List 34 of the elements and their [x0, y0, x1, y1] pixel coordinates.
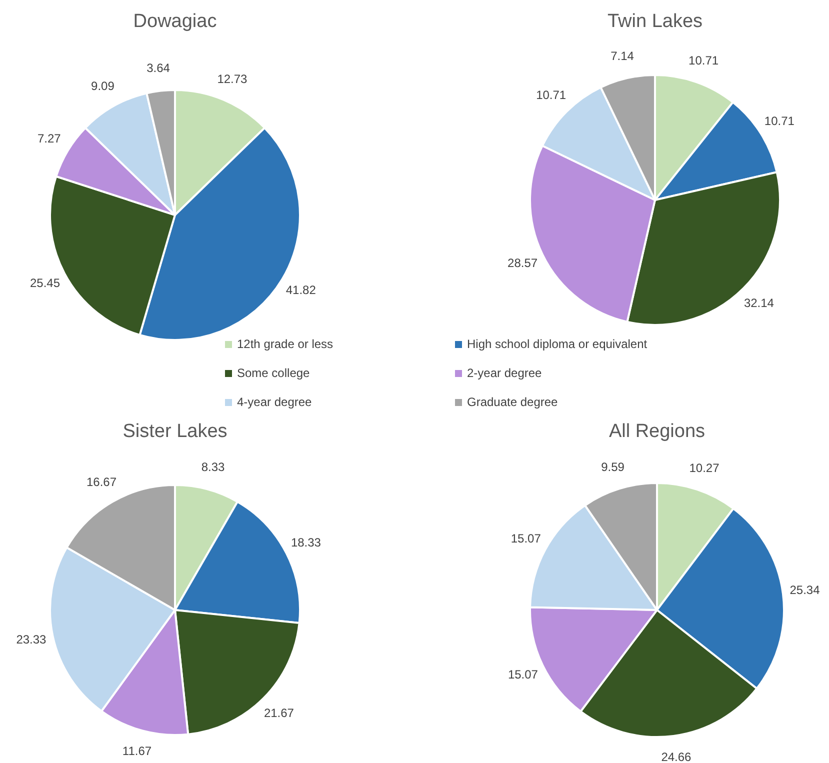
data-label: 24.66: [661, 750, 692, 763]
legend-label: 12th grade or less: [237, 337, 334, 352]
data-label: 25.45: [30, 276, 60, 290]
chart-title: All Regions: [608, 421, 706, 442]
data-label: 23.33: [16, 632, 47, 647]
legend-label: Graduate degree: [467, 395, 558, 410]
data-label: 12.73: [217, 72, 248, 86]
data-label: 18.33: [290, 535, 322, 550]
chart-title: Dowagiac: [133, 11, 217, 32]
data-label: 7.14: [610, 48, 634, 63]
data-label: 28.57: [508, 256, 538, 270]
data-label: 21.67: [264, 706, 294, 720]
data-label: 25.34: [790, 582, 820, 597]
data-label: 9.09: [91, 79, 115, 94]
chart-title: Sister Lakes: [122, 421, 228, 442]
data-label: 10.27: [689, 460, 720, 475]
data-label: 15.07: [508, 667, 538, 682]
legend-label: Some college: [237, 366, 310, 380]
data-label: 7.27: [37, 131, 62, 146]
legend-label: 4-year degree: [237, 395, 312, 410]
data-label: 9.59: [601, 460, 625, 474]
data-label: 15.07: [510, 531, 542, 546]
legend-label: 2-year degree: [467, 366, 542, 380]
data-label: 10.71: [688, 53, 719, 68]
data-label: 32.14: [744, 296, 774, 310]
data-label: 10.71: [536, 88, 566, 102]
data-label: 10.71: [764, 114, 795, 128]
chart-title: Twin Lakes: [607, 11, 703, 32]
data-label: 3.64: [146, 61, 170, 76]
data-label: 8.33: [201, 460, 226, 474]
legend-label: High school diploma or equivalent: [467, 337, 648, 352]
data-label: 41.82: [286, 283, 316, 298]
data-label: 11.67: [122, 744, 152, 758]
data-label: 16.67: [86, 474, 117, 489]
